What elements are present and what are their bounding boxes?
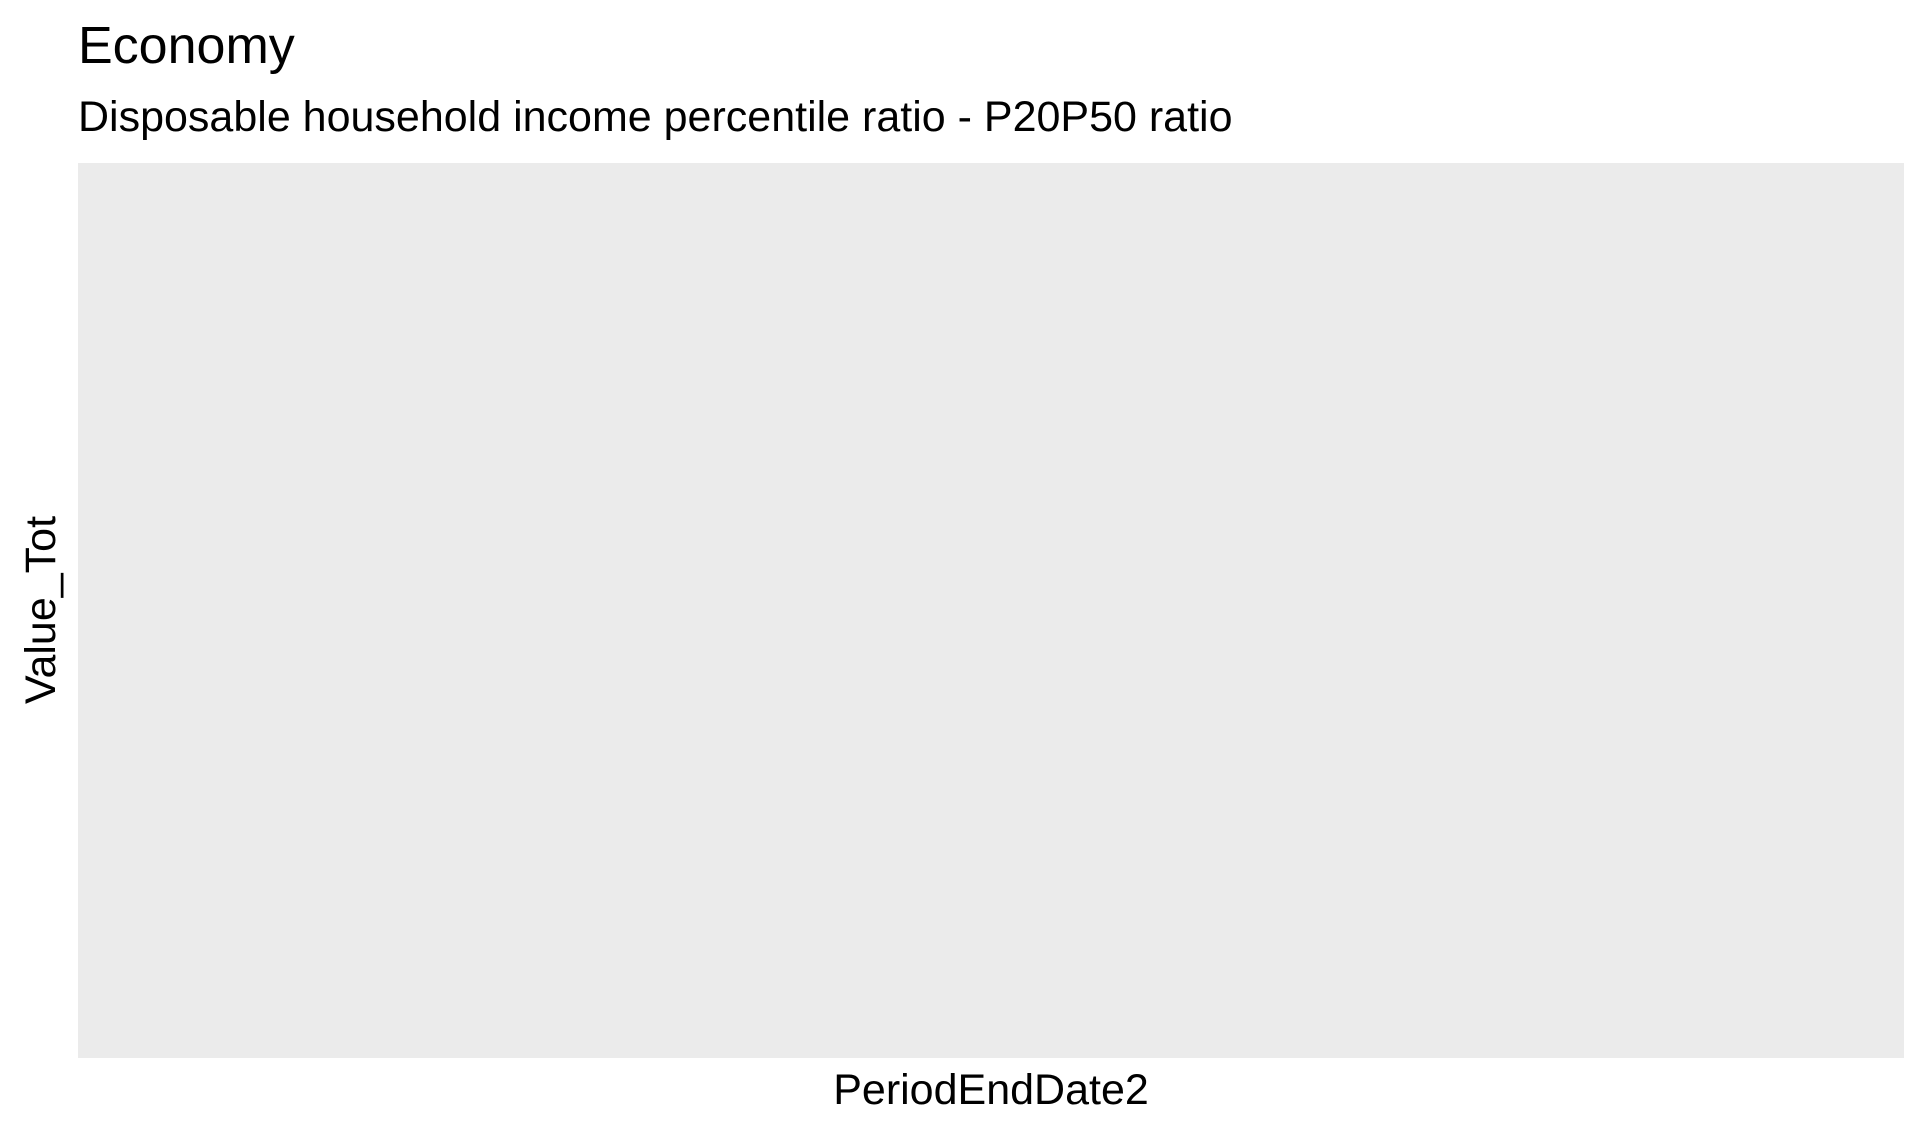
plot-area	[78, 163, 1904, 1058]
y-axis-label: Value_Tot	[17, 515, 65, 705]
x-axis-label: PeriodEndDate2	[833, 1066, 1149, 1114]
chart-title: Economy	[78, 17, 295, 75]
chart-subtitle: Disposable household income percentile r…	[78, 93, 1233, 141]
plot-background	[78, 163, 1904, 1058]
plot-panel	[78, 163, 1904, 1058]
